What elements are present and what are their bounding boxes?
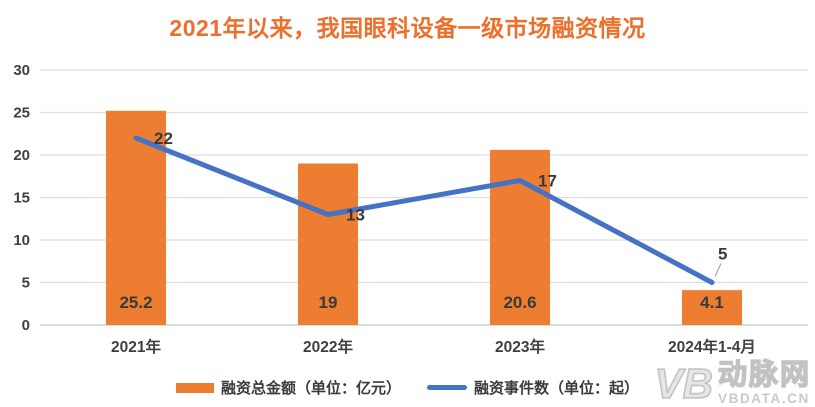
- bar: [682, 290, 742, 325]
- chart-title: 2021年以来，我国眼科设备一级市场融资情况: [169, 15, 646, 41]
- line-value-label: 5: [718, 245, 727, 264]
- bar-value-label: 25.2: [119, 293, 152, 312]
- line-value-label: 22: [154, 129, 173, 148]
- bar-value-label: 20.6: [503, 293, 536, 312]
- legend-bar-label: 融资总金额（单位：亿元）: [220, 380, 401, 397]
- x-axis-tick: 2022年: [303, 337, 353, 356]
- line-value-label: 13: [346, 206, 365, 225]
- legend-line-label: 融资事件数（单位：起）: [474, 380, 640, 397]
- line-series: [133, 135, 715, 285]
- x-axis-tick: 2024年1-4月: [668, 337, 756, 356]
- bar-value-label: 4.1: [700, 293, 724, 312]
- label-callout-line: [714, 263, 722, 277]
- legend: 融资总金额（单位：亿元） 融资事件数（单位：起）: [0, 377, 815, 398]
- y-axis-tick: 0: [22, 317, 30, 334]
- y-axis-tick: 10: [13, 232, 30, 249]
- chart-plot-area: 0 5 10 15 20 25 30 25.2 2021年 19 2022年 20.6 2023年 4.1…: [13, 62, 808, 356]
- y-axis-tick: 25: [13, 105, 30, 122]
- y-axis-tick: 30: [13, 62, 30, 79]
- legend-line-swatch-icon: [427, 385, 467, 390]
- y-axis-tick: 15: [13, 190, 30, 207]
- line-value-label: 17: [538, 172, 557, 191]
- y-axis-tick: 5: [22, 275, 30, 292]
- bar-value-label: 19: [319, 293, 338, 312]
- x-axis-tick: 2021年: [111, 337, 161, 356]
- legend-bar-swatch-icon: [175, 382, 214, 393]
- y-axis-tick: 20: [13, 147, 30, 164]
- bar: [298, 163, 358, 325]
- x-axis-tick: 2023年: [495, 337, 545, 356]
